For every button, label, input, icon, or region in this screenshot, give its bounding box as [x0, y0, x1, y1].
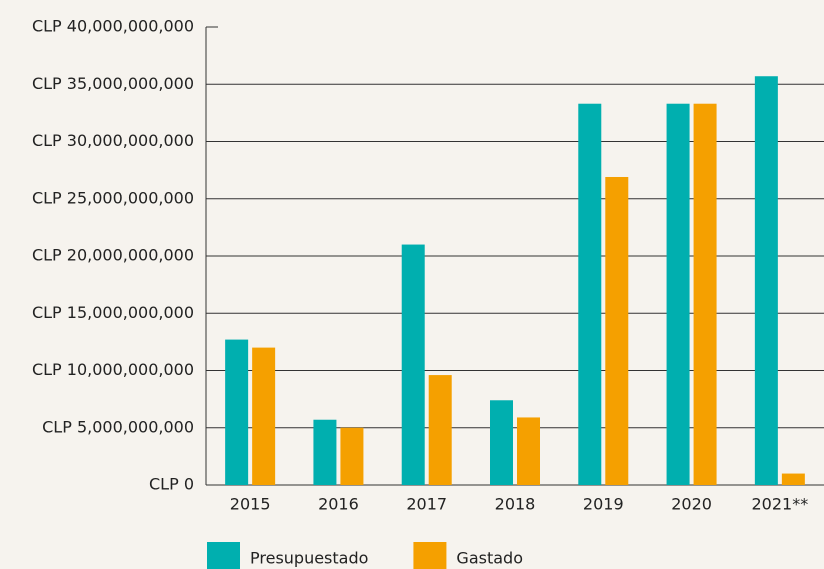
bar	[781, 473, 805, 485]
y-tick-label: CLP 15,000,000,000	[32, 303, 194, 322]
bar	[517, 417, 540, 485]
bar	[313, 419, 337, 485]
x-tick-label: 2015	[230, 495, 271, 514]
x-tick-label: 2016	[318, 495, 359, 514]
y-tick-label: CLP 5,000,000,000	[42, 417, 194, 436]
bar	[666, 103, 690, 485]
y-tick-label: CLP 40,000,000,000	[32, 17, 194, 36]
x-tick-label: 2019	[583, 495, 624, 514]
bar	[428, 375, 452, 485]
bar	[340, 427, 364, 485]
y-tick-label: CLP 0	[149, 475, 194, 494]
y-tick-label: CLP 10,000,000,000	[32, 360, 194, 379]
bar	[578, 103, 602, 485]
bar	[693, 103, 717, 485]
y-tick-label: CLP 20,000,000,000	[32, 246, 194, 265]
x-tick-label: 2018	[495, 495, 536, 514]
bar	[605, 176, 629, 485]
legend-swatch	[413, 542, 447, 569]
legend-swatch	[207, 542, 240, 569]
x-tick-label: 2021**	[751, 495, 808, 514]
legend-label: Gastado	[456, 549, 523, 568]
bar	[490, 400, 513, 485]
y-tick-label: CLP 25,000,000,000	[32, 188, 194, 207]
bar	[401, 244, 425, 485]
legend-label: Presupuestado	[250, 549, 368, 568]
y-tick-label: CLP 35,000,000,000	[32, 74, 194, 93]
bar	[225, 339, 249, 485]
bar	[754, 76, 778, 486]
bar	[252, 347, 276, 485]
x-tick-label: 2020	[671, 495, 712, 514]
y-tick-label: CLP 30,000,000,000	[32, 131, 194, 150]
x-tick-label: 2017	[406, 495, 447, 514]
